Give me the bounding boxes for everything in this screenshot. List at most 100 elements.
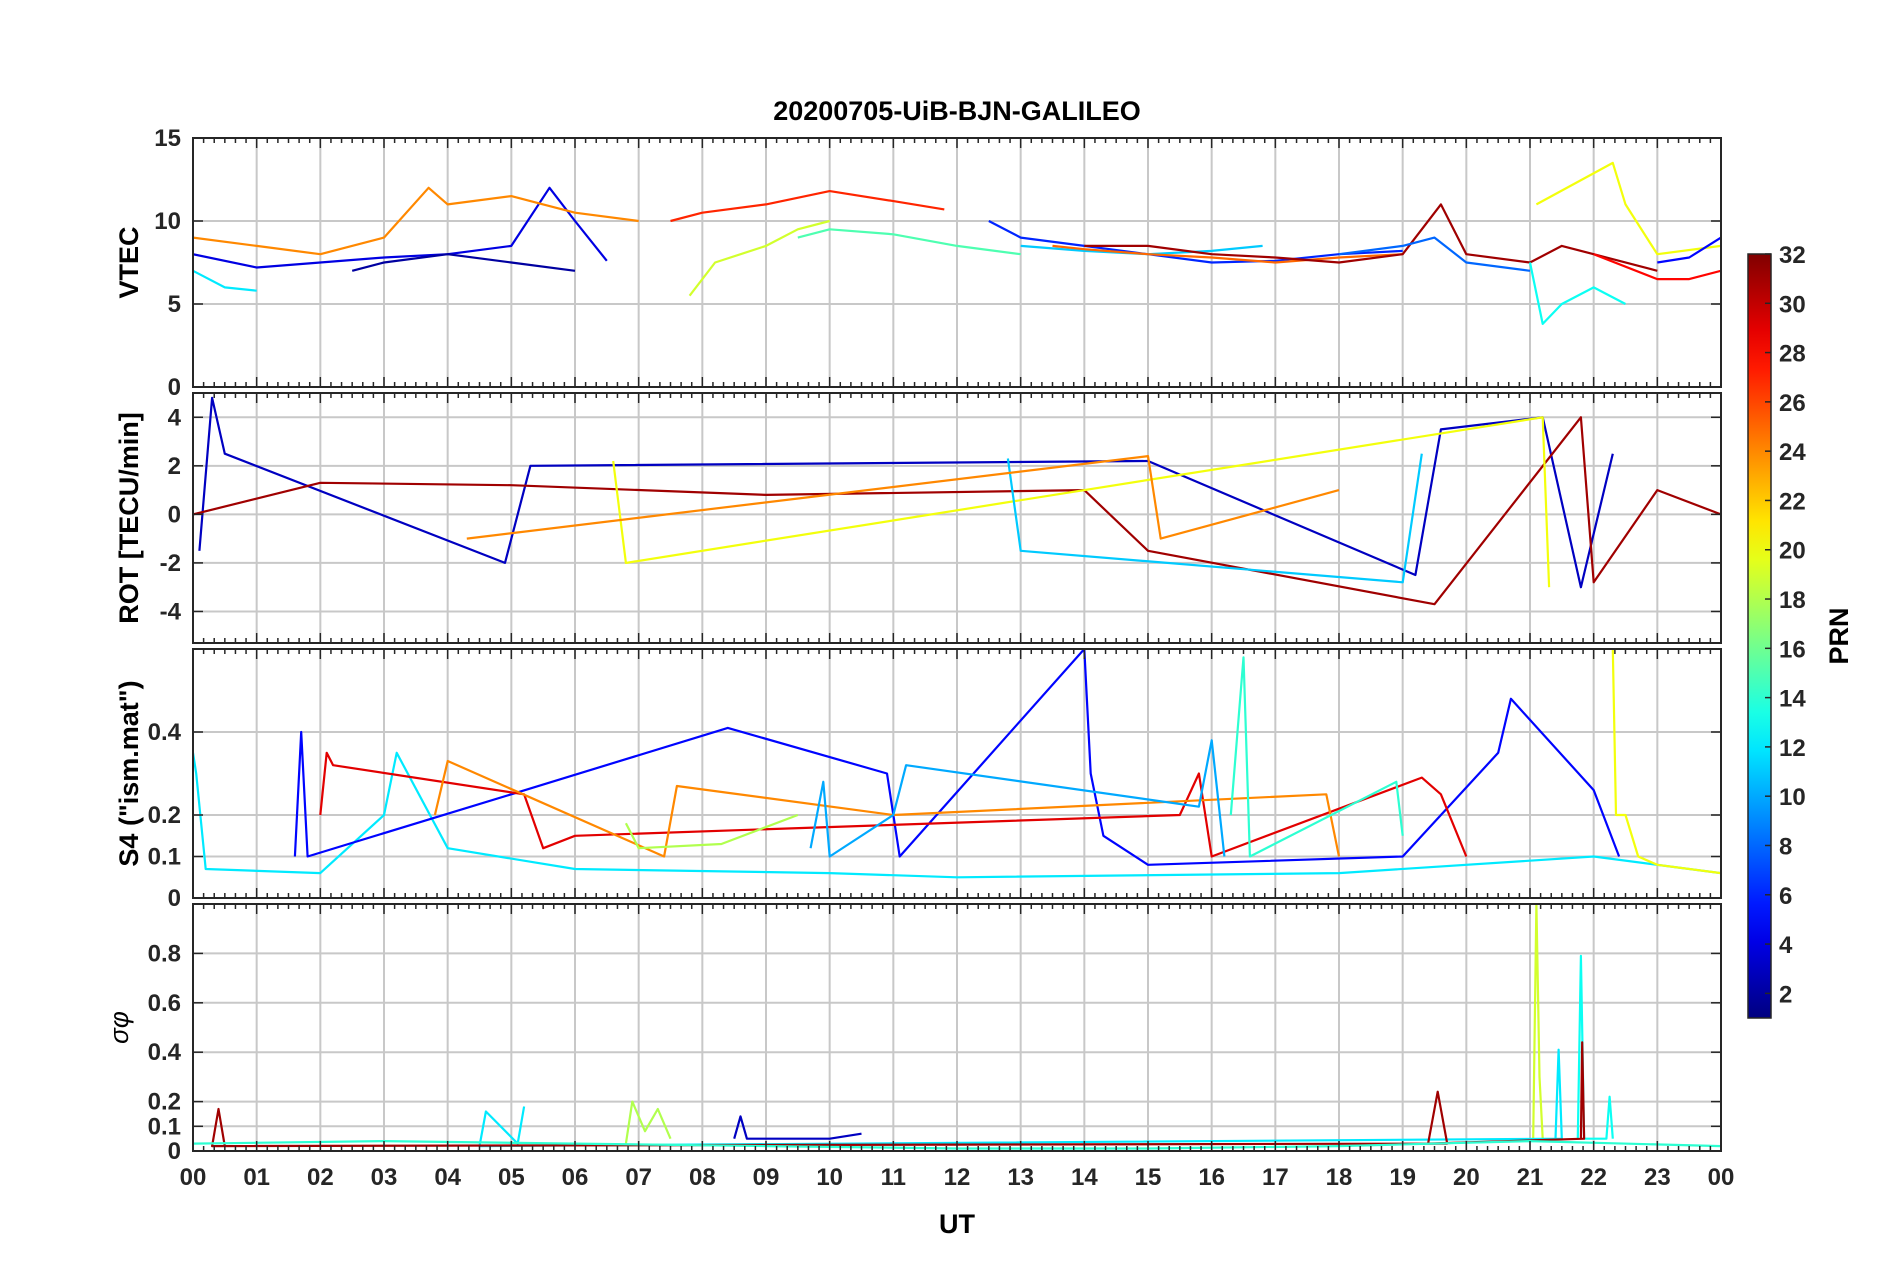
x-tick-label: 17 bbox=[1262, 1164, 1289, 1191]
grid-lines bbox=[193, 649, 1721, 899]
x-tick-label: 02 bbox=[307, 1164, 334, 1191]
x-tick-label: 20 bbox=[1453, 1164, 1480, 1191]
series-line-prn-18 bbox=[624, 813, 799, 850]
x-tick-label: 04 bbox=[434, 1164, 461, 1191]
colorbar-label: PRN bbox=[1824, 607, 1854, 664]
colorbar-tick-label: 4 bbox=[1779, 932, 1793, 959]
colorbar-tick-label: 18 bbox=[1779, 587, 1806, 614]
y-axis-label: VTEC bbox=[114, 226, 144, 298]
y-tick-label: 0 bbox=[168, 374, 181, 401]
series-line-prn-11 bbox=[1006, 453, 1423, 584]
colorbar-tick-label: 6 bbox=[1779, 883, 1792, 910]
series-line-prn-12 bbox=[193, 269, 257, 292]
series-line-prn-27 bbox=[670, 190, 945, 223]
y-tick-labels: 0 0.1 0.2 0.4 bbox=[148, 719, 182, 912]
series-line-prn-13 bbox=[1528, 262, 1627, 325]
panel-3: 0 0.1 0.2 0.4S4 ("ism.mat") bbox=[114, 648, 1722, 912]
series-line-prn-8 bbox=[1338, 236, 1531, 272]
chart-title: 20200705-UiB-BJN-GALILEO bbox=[773, 96, 1141, 126]
x-tick-label: 07 bbox=[625, 1164, 652, 1191]
series-line-prn-12 bbox=[193, 751, 1721, 879]
series-line-prn-6 bbox=[988, 220, 1403, 264]
x-tick-label: 09 bbox=[753, 1164, 780, 1191]
axes-frame bbox=[192, 137, 1722, 388]
panel-4: 00.10.2 0.4 0.6 0.8 σφ bbox=[104, 903, 1722, 1165]
colorbar-tick-label: 16 bbox=[1779, 636, 1806, 663]
y-tick-label: 0.6 bbox=[148, 990, 181, 1017]
y-tick-label: 0.2 bbox=[148, 1089, 181, 1116]
x-tick-label: 13 bbox=[1007, 1164, 1034, 1191]
series-line-prn-19 bbox=[688, 219, 830, 297]
series-group bbox=[193, 396, 1721, 606]
y-tick-label: 2 bbox=[168, 453, 181, 480]
x-tick-label: 00 bbox=[1708, 1164, 1735, 1191]
series-group bbox=[193, 161, 1721, 325]
series-line-prn-20 bbox=[1611, 649, 1721, 875]
y-axis-label: ROT [TECU/min] bbox=[114, 412, 144, 623]
y-tick-label: 5 bbox=[168, 291, 181, 318]
colorbar-tick-label: 20 bbox=[1779, 538, 1806, 565]
x-tick-label: 15 bbox=[1135, 1164, 1162, 1191]
series-line-prn-25 bbox=[1052, 244, 1403, 264]
series-line-prn-31 bbox=[1084, 203, 1658, 272]
y-axis-label: S4 ("ism.mat") bbox=[114, 680, 144, 866]
x-tick-labels: 00 01 02 03 04 05 06 07 08 09 10 11 12 13 14 15 16 17 18 19… bbox=[180, 1164, 1735, 1191]
colorbar-tick-label: 28 bbox=[1779, 341, 1806, 368]
y-tick-label: 4 bbox=[168, 404, 182, 431]
y-tick-label: 0 bbox=[168, 501, 181, 528]
x-tick-label: 01 bbox=[243, 1164, 270, 1191]
colorbar-tick-label: 10 bbox=[1779, 784, 1806, 811]
y-tick-label: 0.2 bbox=[148, 802, 181, 829]
y-tick-label: 0 bbox=[168, 885, 181, 912]
panel-2: -4 -2 0 2 4 ROT [TECU/min] bbox=[114, 392, 1722, 644]
series-line-prn-19 bbox=[1532, 904, 1544, 1139]
panel-1: 0 5 10 15 VTEC bbox=[114, 125, 1722, 401]
series-line-prn-20 bbox=[1535, 161, 1721, 256]
x-tick-label: 08 bbox=[689, 1164, 716, 1191]
axes-frame bbox=[192, 392, 1722, 644]
axes-frame bbox=[192, 648, 1722, 899]
colorbar-gradient bbox=[1747, 253, 1772, 1019]
y-tick-label: 0.4 bbox=[148, 719, 182, 746]
x-tick-label: 05 bbox=[498, 1164, 525, 1191]
series-line-prn-18 bbox=[624, 1100, 672, 1144]
x-tick-label: 12 bbox=[944, 1164, 971, 1191]
axis-ticks bbox=[193, 393, 1721, 643]
y-tick-labels: 00.10.2 0.4 0.6 0.8 bbox=[148, 940, 182, 1165]
series-line-prn-15 bbox=[797, 228, 1021, 256]
series-line-prn-24 bbox=[193, 186, 639, 256]
colorbar-tick-label: 32 bbox=[1779, 242, 1806, 269]
series-line-prn-31 bbox=[211, 1041, 1586, 1148]
series-line-prn-10 bbox=[809, 739, 1226, 858]
y-tick-labels: 0 5 10 15 bbox=[154, 125, 181, 401]
series-line-prn-24 bbox=[433, 759, 1341, 858]
series-line-prn-24 bbox=[466, 455, 1340, 540]
y-tick-label: 0.4 bbox=[148, 1039, 182, 1066]
colorbar-tick-label: 30 bbox=[1779, 291, 1806, 318]
colorbar-tick-label: 26 bbox=[1779, 390, 1806, 417]
y-tick-label: -4 bbox=[160, 598, 182, 625]
x-tick-label: 10 bbox=[816, 1164, 843, 1191]
colorbar-tick-label: 12 bbox=[1779, 735, 1806, 762]
series-line-prn-2 bbox=[351, 253, 576, 272]
y-axis-label: σφ bbox=[104, 1011, 134, 1044]
axes-frame bbox=[192, 903, 1722, 1152]
series-line-prn-31 bbox=[193, 416, 1721, 606]
y-tick-label: 15 bbox=[154, 125, 181, 152]
series-line-prn-3 bbox=[733, 1115, 862, 1140]
colorbar-tick-label: 24 bbox=[1779, 439, 1806, 466]
x-tick-label: 19 bbox=[1389, 1164, 1416, 1191]
y-tick-label: 0.8 bbox=[148, 940, 181, 967]
x-tick-label: 18 bbox=[1326, 1164, 1353, 1191]
series-line-prn-20 bbox=[612, 416, 1551, 588]
series-group bbox=[193, 649, 1721, 879]
x-tick-label: 21 bbox=[1517, 1164, 1544, 1191]
series-line-prn-13 bbox=[1576, 954, 1614, 1140]
series-line-prn-5 bbox=[293, 649, 1621, 866]
colorbar-tick-label: 22 bbox=[1779, 488, 1806, 515]
series-line-prn-14 bbox=[1229, 656, 1404, 858]
x-tick-label: 03 bbox=[371, 1164, 398, 1191]
